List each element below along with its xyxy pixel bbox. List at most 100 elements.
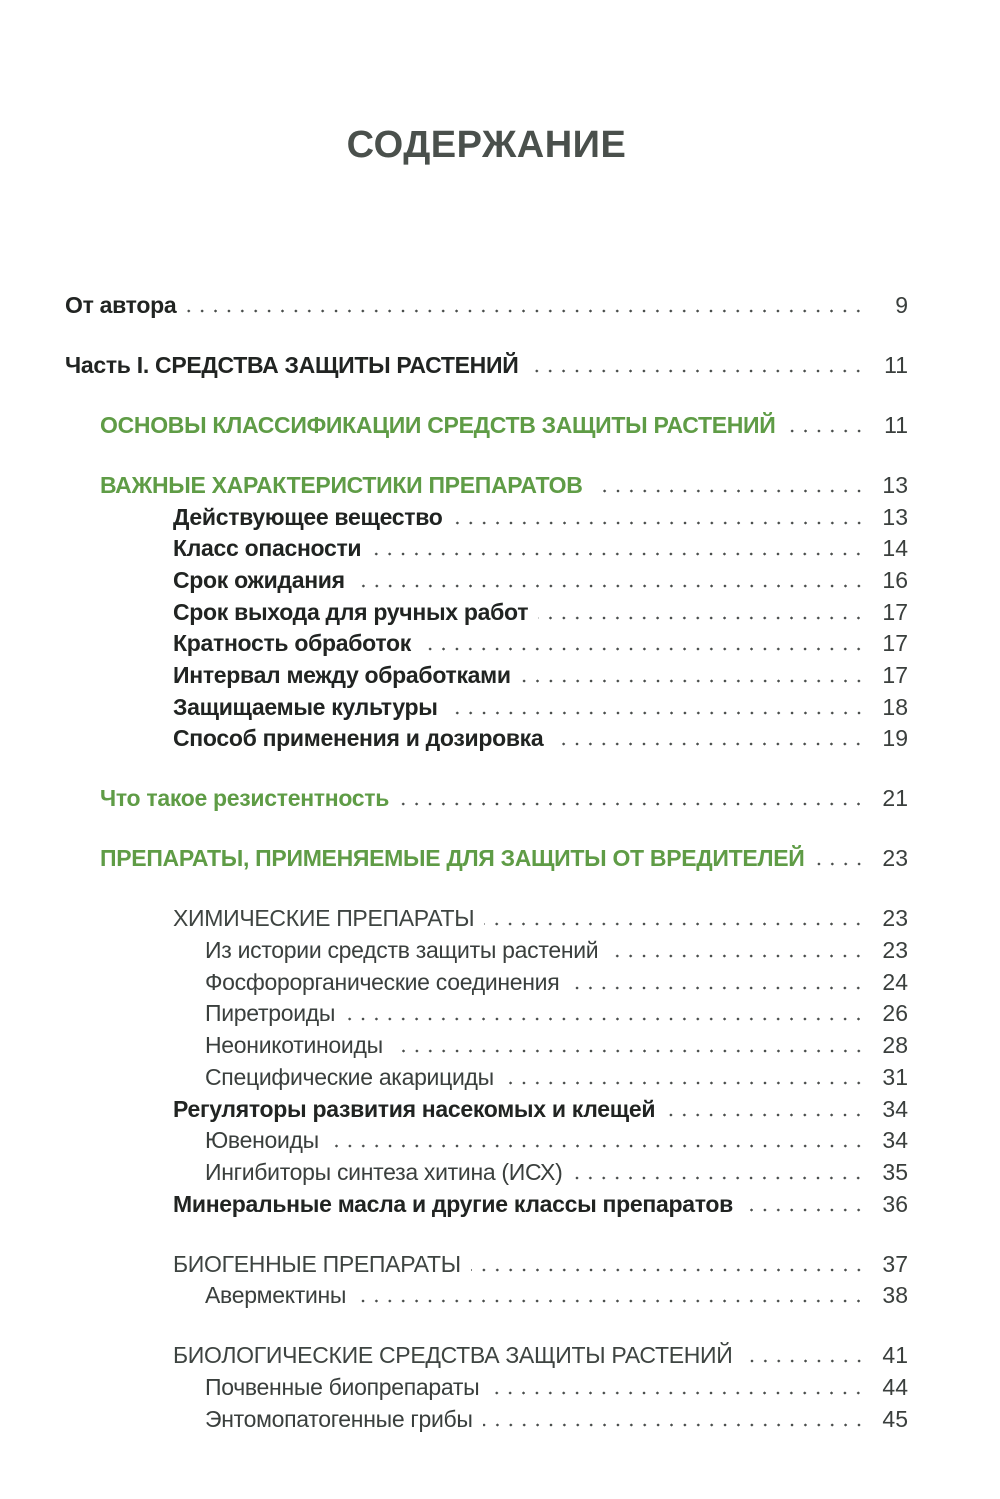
toc-entry: Специфические акарициды 31	[65, 1062, 908, 1094]
toc-entry-page: 24	[882, 968, 908, 995]
toc-entry-label: БИОЛОГИЧЕСКИЕ СРЕДСТВА ЗАЩИТЫ РАСТЕНИЙ	[173, 1342, 733, 1369]
toc-entry-page: 9	[895, 292, 908, 318]
toc-entry-page: 16	[882, 567, 908, 594]
toc-entry-page: 19	[882, 725, 908, 752]
toc-entry: ХИМИЧЕСКИЕ ПРЕПАРАТЫ 23	[65, 903, 908, 935]
toc-entry-label: Энтомопатогенные грибы	[205, 1405, 473, 1432]
toc-entry-page: 38	[882, 1282, 908, 1309]
toc-entry-page: 36	[882, 1190, 908, 1217]
toc-entry-label: Почвенные биопрепараты	[205, 1373, 480, 1400]
toc-entry-label: Фосфорорганические соединения	[205, 968, 560, 995]
toc-entry: БИОГЕННЫЕ ПРЕПАРАТЫ 37	[65, 1249, 908, 1281]
toc-entry: Срок ожидания 16	[65, 565, 908, 597]
toc-entry: Неоникотиноиды 28	[65, 1030, 908, 1062]
toc-entry-label: Защищаемые культуры	[173, 693, 438, 720]
toc-entry-page: 34	[882, 1127, 908, 1154]
toc-entry-page: 17	[882, 662, 908, 689]
dot-leader	[420, 647, 870, 652]
toc-entry-label: Пиретроиды	[205, 1000, 336, 1027]
toc-entry-page: 31	[882, 1063, 908, 1090]
toc-entry-label: Минеральные масла и другие классы препар…	[173, 1190, 733, 1217]
toc-entry: Авермектины 38	[65, 1280, 908, 1312]
toc-entry-page: 17	[882, 598, 908, 625]
toc-entry-label: Неоникотиноиды	[205, 1032, 383, 1059]
dot-leader	[814, 862, 870, 867]
toc-entry-label: ХИМИЧЕСКИЕ ПРЕПАРАТЫ	[173, 905, 475, 932]
toc-entry: Срок выхода для ручных работ 17	[65, 597, 908, 629]
toc-entry-label: Регуляторы развития насекомых и клещей	[173, 1095, 656, 1122]
toc-entry-page: 23	[882, 937, 908, 964]
toc-entry-label: Интервал между обработками	[173, 662, 511, 689]
toc-entry-label: БИОГЕННЫЕ ПРЕПАРАТЫ	[173, 1250, 461, 1277]
toc-entry-label: Что такое резистентность	[100, 785, 390, 812]
toc-entry-label: Действующее вещество	[173, 503, 443, 530]
toc-entry-page: 11	[884, 411, 908, 438]
toc-entry: ВАЖНЫЕ ХАРАКТЕРИСТИКИ ПРЕПАРАТОВ 13	[65, 470, 908, 502]
dot-leader	[354, 584, 870, 589]
dot-leader	[356, 1299, 870, 1304]
toc-entry-label: ВАЖНЫЕ ХАРАКТЕРИСТИКИ ПРЕПАРАТОВ	[100, 471, 583, 498]
dot-leader	[538, 615, 870, 620]
toc-entry-page: 26	[882, 1000, 908, 1027]
toc-entry-page: 18	[882, 693, 908, 720]
toc-entry-label: Из истории средств защиты растений	[205, 937, 599, 964]
toc-entry: ОСНОВЫ КЛАССИФИКАЦИИ СРЕДСТВ ЗАЩИТЫ РАСТ…	[65, 410, 908, 442]
toc-entry-page: 37	[882, 1250, 908, 1277]
toc-entry-page: 45	[882, 1405, 908, 1432]
dot-leader	[592, 488, 870, 493]
toc-entry: От автора 9	[65, 290, 908, 322]
toc-entry-label: Способ применения и дозировка	[173, 725, 544, 752]
toc-entry: Пиретроиды 26	[65, 998, 908, 1030]
toc-entry-page: 11	[884, 351, 908, 378]
toc-entry: Фосфорорганические соединения 24	[65, 967, 908, 999]
dot-leader	[503, 1080, 870, 1085]
toc-entry-page: 21	[882, 785, 908, 812]
dot-leader	[447, 710, 870, 715]
dot-leader	[742, 1359, 870, 1364]
dot-leader	[392, 1049, 870, 1054]
dot-leader	[569, 985, 870, 990]
toc-entry-page: 17	[882, 630, 908, 657]
toc-entry-label: Ювеноиды	[205, 1127, 319, 1154]
dot-leader	[489, 1390, 870, 1395]
dot-leader	[608, 954, 870, 959]
toc-entry-page: 41	[882, 1342, 908, 1369]
toc-entry: Минеральные масла и другие классы препар…	[65, 1189, 908, 1221]
toc-entry: Из истории средств защиты растений 23	[65, 935, 908, 967]
toc-entry-page: 34	[882, 1095, 908, 1122]
toc-entry-page: 13	[882, 471, 908, 498]
toc-entry: Энтомопатогенные грибы 45	[65, 1404, 908, 1436]
toc-list: От автора 9 Часть I. СРЕДСТВА ЗАЩИТЫ РАС…	[65, 164, 908, 1435]
toc-entry: Способ применения и дозировка 19	[65, 723, 908, 755]
dot-leader	[482, 1422, 870, 1427]
toc-entry-label: Класс опасности	[173, 535, 362, 562]
dot-leader	[484, 922, 870, 927]
dot-leader	[452, 520, 870, 525]
toc-entry-label: Часть I. СРЕДСТВА ЗАЩИТЫ РАСТЕНИЙ	[65, 351, 519, 378]
dot-leader	[665, 1112, 870, 1117]
toc-entry: Ингибиторы синтеза хитина (ИСХ) 35	[65, 1157, 908, 1189]
dot-leader	[572, 1175, 870, 1180]
dot-leader	[186, 309, 870, 313]
toc-entry-page: 23	[882, 845, 908, 872]
toc-entry-label: Кратность обработок	[173, 630, 411, 657]
toc-entry: Ювеноиды 34	[65, 1125, 908, 1157]
dot-leader	[345, 1017, 870, 1022]
toc-entry-label: Специфические акарициды	[205, 1063, 494, 1090]
toc-entry-page: 13	[882, 503, 908, 530]
toc-entry: Почвенные биопрепараты 44	[65, 1372, 908, 1404]
toc-entry-page: 35	[882, 1158, 908, 1185]
dot-leader	[520, 679, 870, 684]
toc-entry: БИОЛОГИЧЕСКИЕ СРЕДСТВА ЗАЩИТЫ РАСТЕНИЙ 4…	[65, 1340, 908, 1372]
dot-leader	[553, 742, 870, 747]
toc-entry-label: ОСНОВЫ КЛАССИФИКАЦИИ СРЕДСТВ ЗАЩИТЫ РАСТ…	[100, 411, 776, 438]
toc-entry-label: ПРЕПАРАТЫ, ПРИМЕНЯЕМЫЕ ДЛЯ ЗАЩИТЫ ОТ ВРЕ…	[100, 845, 805, 872]
toc-entry: Что такое резистентность 21	[65, 783, 908, 815]
toc-entry-page: 23	[882, 905, 908, 932]
toc-entry: ПРЕПАРАТЫ, ПРИМЕНЯЕМЫЕ ДЛЯ ЗАЩИТЫ ОТ ВРЕ…	[65, 843, 908, 875]
page-title: СОДЕРЖАНИЕ	[346, 124, 627, 166]
toc-entry-page: 28	[882, 1032, 908, 1059]
dot-leader	[785, 428, 870, 433]
toc-entry: Защищаемые культуры 18	[65, 692, 908, 724]
toc-entry: Интервал между обработками 17	[65, 660, 908, 692]
